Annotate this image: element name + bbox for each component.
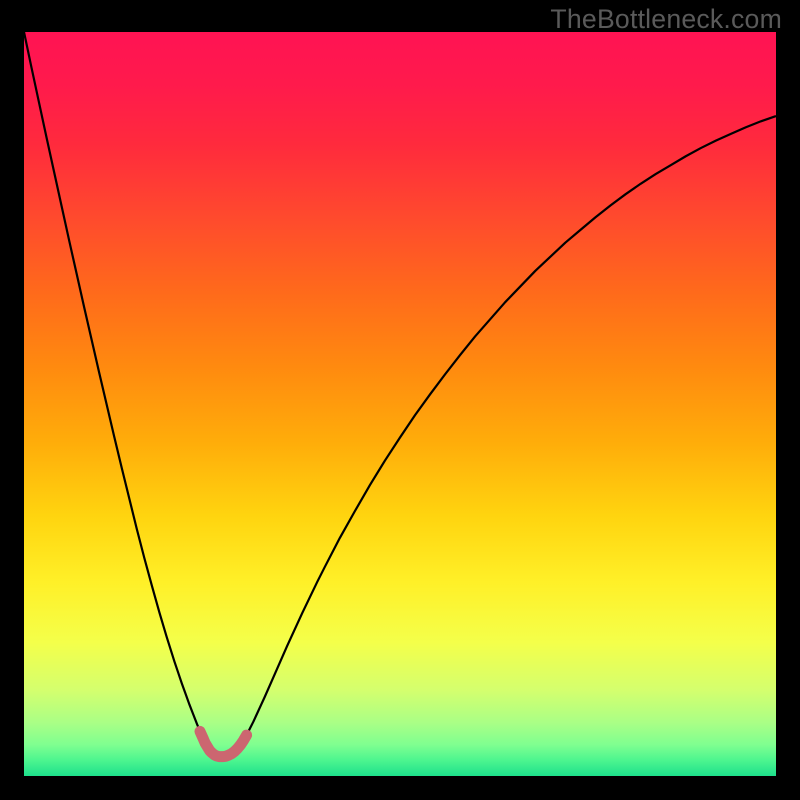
chart-stage: TheBottleneck.com: [0, 0, 800, 800]
bottleneck-curve: [24, 32, 776, 757]
watermark-text: TheBottleneck.com: [550, 4, 782, 35]
optimal-range-highlight: [200, 731, 247, 756]
chart-svg: [0, 0, 800, 800]
